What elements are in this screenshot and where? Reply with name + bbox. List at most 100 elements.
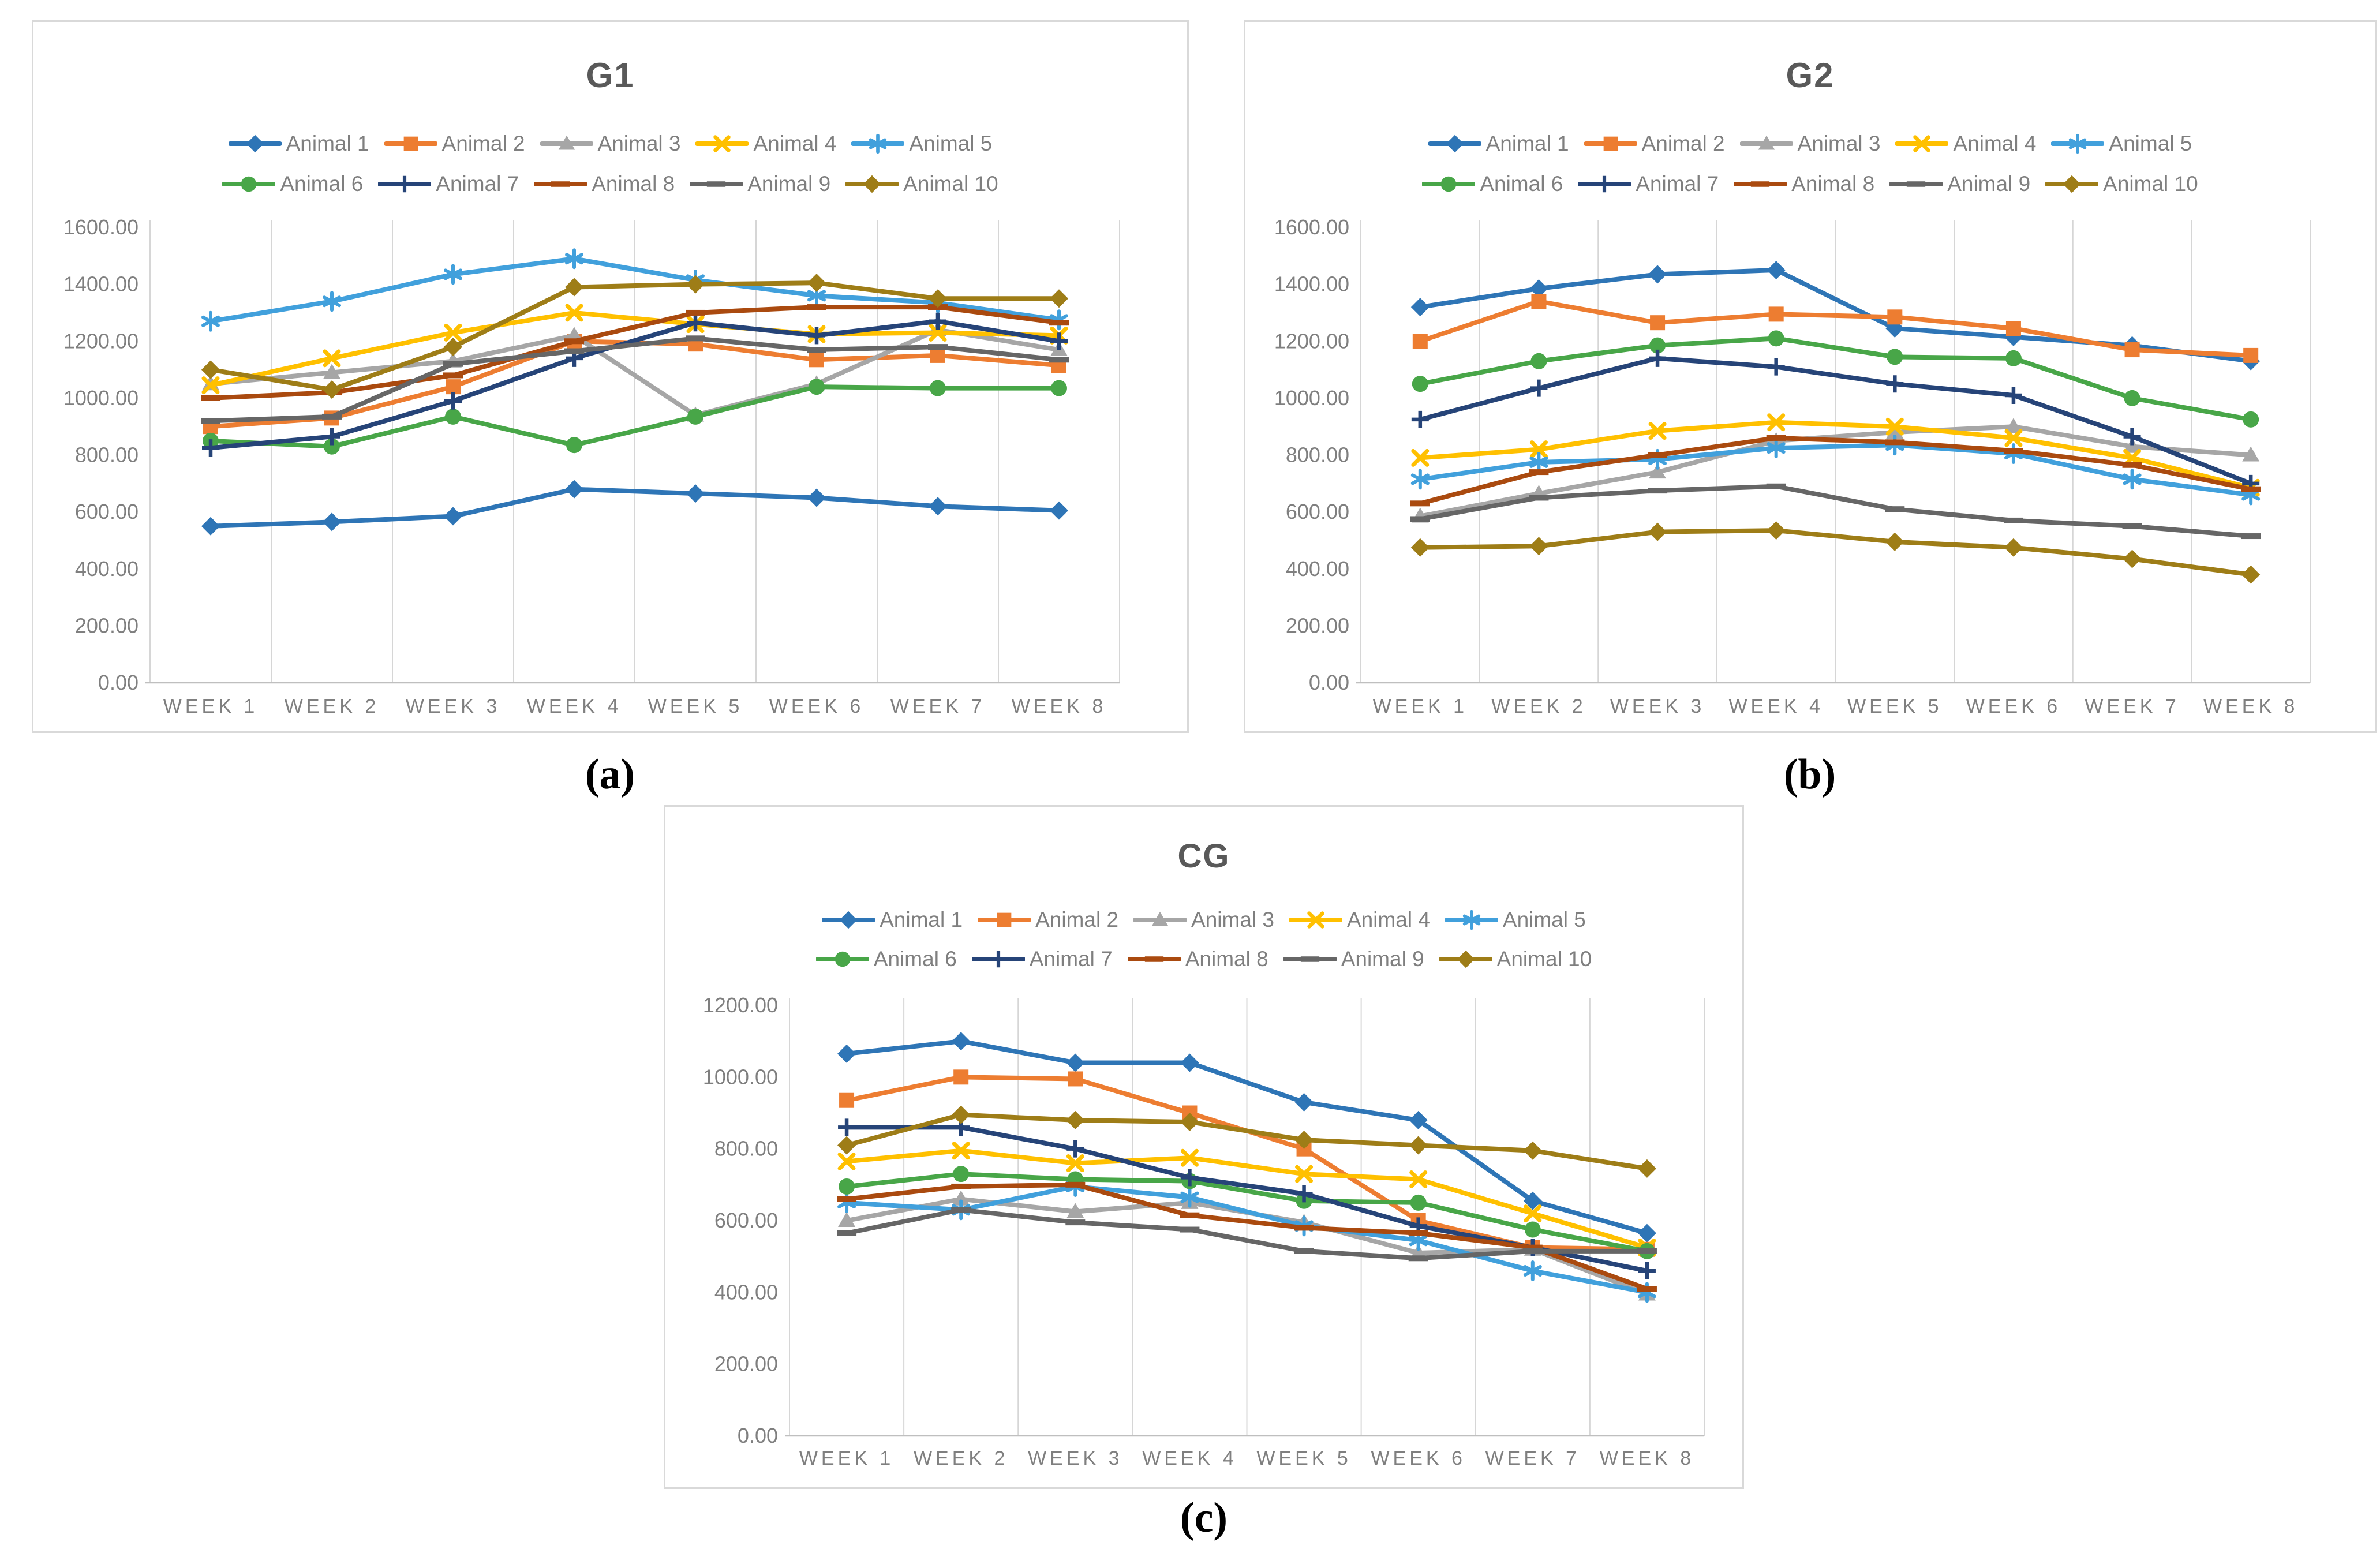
legend-item-animal-4: Animal 4	[1895, 132, 2036, 156]
series-marker-animal-10	[2004, 538, 2023, 557]
series-marker-animal-9	[1294, 1248, 1314, 1254]
legend-marker	[997, 912, 1012, 927]
legend-label: Animal 1	[880, 908, 963, 931]
series-marker-animal-10	[2241, 565, 2261, 584]
series-marker-animal-4	[929, 323, 947, 342]
series-marker-animal-3	[1649, 463, 1667, 479]
legend-marker	[1913, 135, 1931, 152]
series-marker-animal-9	[564, 348, 584, 354]
series-marker-animal-9	[1648, 488, 1668, 494]
series-marker-animal-3	[1066, 1203, 1084, 1218]
series-marker-animal-7	[1767, 358, 1785, 376]
series-marker-animal-8	[951, 1183, 971, 1189]
series-line-animal-4	[208, 310, 1061, 388]
series-marker-animal-6	[1530, 353, 1547, 369]
legend-marker-icon	[228, 134, 282, 153]
series-marker-animal-4	[1295, 1165, 1314, 1183]
series-marker-animal-2	[930, 347, 945, 363]
y-axis-label: 600.00	[714, 1208, 778, 1232]
legend-marker-icon	[1289, 911, 1342, 929]
legend-item-animal-4: Animal 4	[695, 132, 836, 156]
series-marker-animal-5	[1410, 469, 1430, 490]
legend-marker	[403, 136, 418, 151]
x-axis-label: WEEK 8	[1012, 695, 1106, 717]
legend-marker-icon	[1445, 910, 1498, 930]
series-marker-animal-4	[323, 349, 341, 368]
series-marker-animal-9	[1049, 357, 1069, 363]
series-marker-animal-4	[1066, 1154, 1084, 1173]
x-axis-label: WEEK 7	[890, 695, 985, 717]
series-marker-animal-7	[2123, 428, 2141, 446]
series-marker-animal-6	[1410, 1194, 1427, 1211]
y-axis-label: 600.00	[1286, 500, 1349, 523]
series-marker-animal-10	[1180, 1113, 1199, 1132]
y-axis-label: 200.00	[714, 1352, 778, 1376]
series-marker-animal-8	[807, 304, 826, 310]
y-axis-label: 600.00	[75, 500, 139, 523]
caption-b: (b)	[1783, 751, 1836, 798]
legend-marker-icon	[845, 175, 899, 193]
series-marker-animal-4	[201, 376, 220, 395]
series-marker-animal-7	[1295, 1185, 1313, 1203]
legend-label: Animal 8	[1185, 947, 1268, 971]
series-marker-animal-8	[1637, 1286, 1657, 1292]
series-marker-animal-10	[1767, 521, 1786, 540]
legend-item-animal-6: Animal 6	[1422, 172, 1563, 196]
x-axis-label: WEEK 4	[1728, 695, 1823, 717]
legend-item-animal-3: Animal 3	[1133, 908, 1274, 932]
series-marker-animal-4	[1180, 1148, 1199, 1167]
series-marker-animal-1	[1180, 1053, 1199, 1072]
series-marker-animal-7	[1886, 375, 1904, 393]
legend-marker	[707, 181, 726, 187]
legend-label: Animal 7	[1029, 947, 1113, 971]
chart-title-cg: CG	[1177, 837, 1230, 875]
series-marker-animal-7	[1181, 1169, 1199, 1187]
series-marker-animal-2	[1412, 334, 1428, 349]
series-marker-animal-6	[839, 1178, 855, 1195]
series-marker-animal-8	[1885, 439, 1905, 446]
legend-row: Animal 1 Animal 2 Animal 3 Animal 4 Animal 5	[1428, 132, 2192, 156]
legend-marker	[1441, 176, 1457, 192]
series-marker-animal-9	[2122, 523, 2142, 529]
series-marker-animal-8	[1049, 320, 1069, 326]
series-line-animal-3	[1417, 424, 2254, 519]
series-line-animal-6	[1417, 336, 2254, 422]
legend-marker	[1144, 956, 1163, 962]
x-axis-label: WEEK 8	[1600, 1447, 1694, 1469]
x-axis-label: WEEK 1	[163, 695, 258, 717]
legend-marker-icon	[2045, 175, 2099, 193]
legend-marker	[1596, 175, 1613, 193]
legend-marker-icon	[540, 135, 593, 150]
series-line-animal-10	[208, 280, 1061, 392]
series-marker-animal-2	[2243, 347, 2259, 363]
series-marker-animal-3	[2004, 418, 2022, 433]
x-axis-label: WEEK 5	[1847, 695, 1942, 717]
legend-label: Animal 6	[280, 172, 364, 196]
series-marker-animal-1	[323, 512, 341, 532]
legend-marker	[1462, 910, 1481, 930]
legend-marker	[396, 175, 413, 193]
x-axis-label: WEEK 3	[406, 695, 500, 717]
series-marker-animal-9	[443, 361, 463, 367]
chart-g1: G1 Animal 1 Animal 2 Animal 3 Animal 4 Anima…	[32, 20, 1189, 733]
series-marker-animal-1	[1410, 298, 1430, 317]
series-marker-animal-5	[2123, 469, 2142, 490]
y-axis-label: 0.00	[98, 671, 139, 694]
legend-item-animal-1: Animal 1	[1428, 132, 1569, 156]
series-marker-animal-3	[838, 1212, 856, 1227]
legend-item-animal-6: Animal 6	[222, 172, 363, 196]
series-marker-animal-10	[1648, 522, 1667, 541]
series-marker-animal-9	[1885, 506, 1905, 512]
series-marker-animal-9	[1766, 483, 1786, 489]
legend-label: Animal 3	[1797, 132, 1881, 155]
series-marker-animal-8	[1408, 1230, 1428, 1236]
series-line-animal-6	[208, 384, 1061, 449]
series-marker-animal-1	[807, 488, 826, 507]
legend-marker-icon	[222, 176, 276, 192]
series-line-animal-9	[208, 336, 1061, 424]
legend-marker-icon	[851, 133, 905, 154]
series-line-animal-10	[844, 1112, 1649, 1171]
legend-item-animal-3: Animal 3	[1739, 132, 1881, 156]
legend-row: Animal 6 Animal 7 Animal 8 Animal 9 Animal 1…	[1422, 172, 2198, 196]
series-marker-animal-9	[1065, 1219, 1086, 1226]
